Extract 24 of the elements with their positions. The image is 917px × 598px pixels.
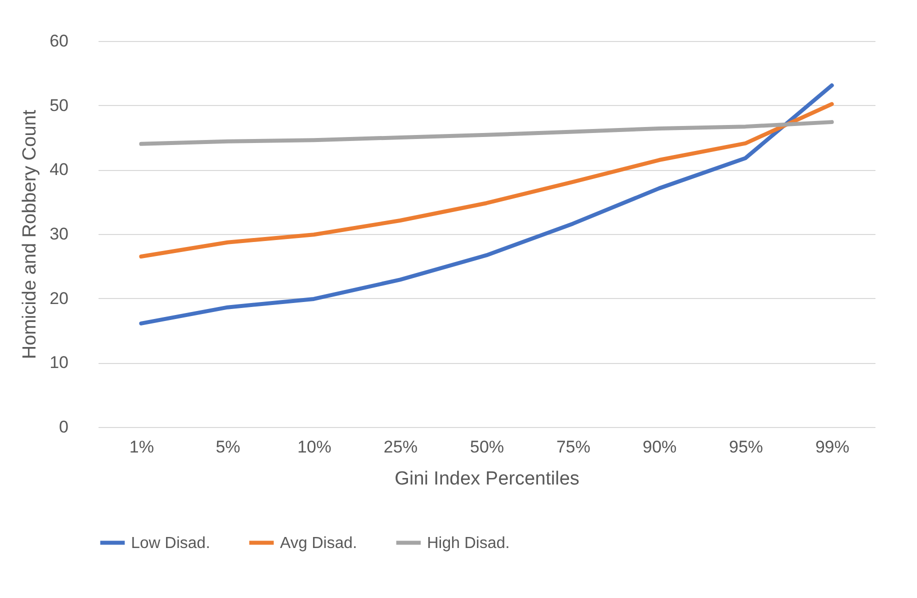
x-tick-label: 25% bbox=[384, 438, 418, 456]
x-tick-label: 95% bbox=[728, 438, 764, 456]
y-tick-label: 60 bbox=[50, 32, 68, 50]
legend-label: High Disad. bbox=[427, 534, 510, 552]
x-tick-label: 1% bbox=[129, 438, 154, 456]
y-axis-title: Homicide and Robbery Count bbox=[20, 109, 41, 360]
x-tick-label: 10% bbox=[297, 438, 332, 456]
x-tick-label: 99% bbox=[815, 438, 850, 456]
y-tick-label: 10 bbox=[50, 353, 68, 372]
x-tick-label: 5% bbox=[216, 438, 240, 456]
y-tick-label: 0 bbox=[59, 418, 68, 436]
line-series bbox=[139, 83, 834, 326]
x-tick-label: 90% bbox=[642, 438, 677, 456]
x-tick-label: 50% bbox=[470, 438, 504, 456]
x-tick-label: 75% bbox=[556, 438, 590, 456]
y-tick-label: 40 bbox=[50, 160, 68, 180]
y-tick-label: 50 bbox=[50, 96, 68, 115]
x-axis-title: Gini Index Percentiles bbox=[394, 468, 580, 490]
line-series bbox=[139, 102, 834, 259]
legend-label: Avg Disad. bbox=[280, 534, 358, 552]
line-series bbox=[139, 120, 834, 146]
y-tick-label: 30 bbox=[50, 224, 68, 244]
legend-label: Low Disad. bbox=[131, 534, 210, 552]
y-tick-label: 20 bbox=[50, 288, 68, 308]
